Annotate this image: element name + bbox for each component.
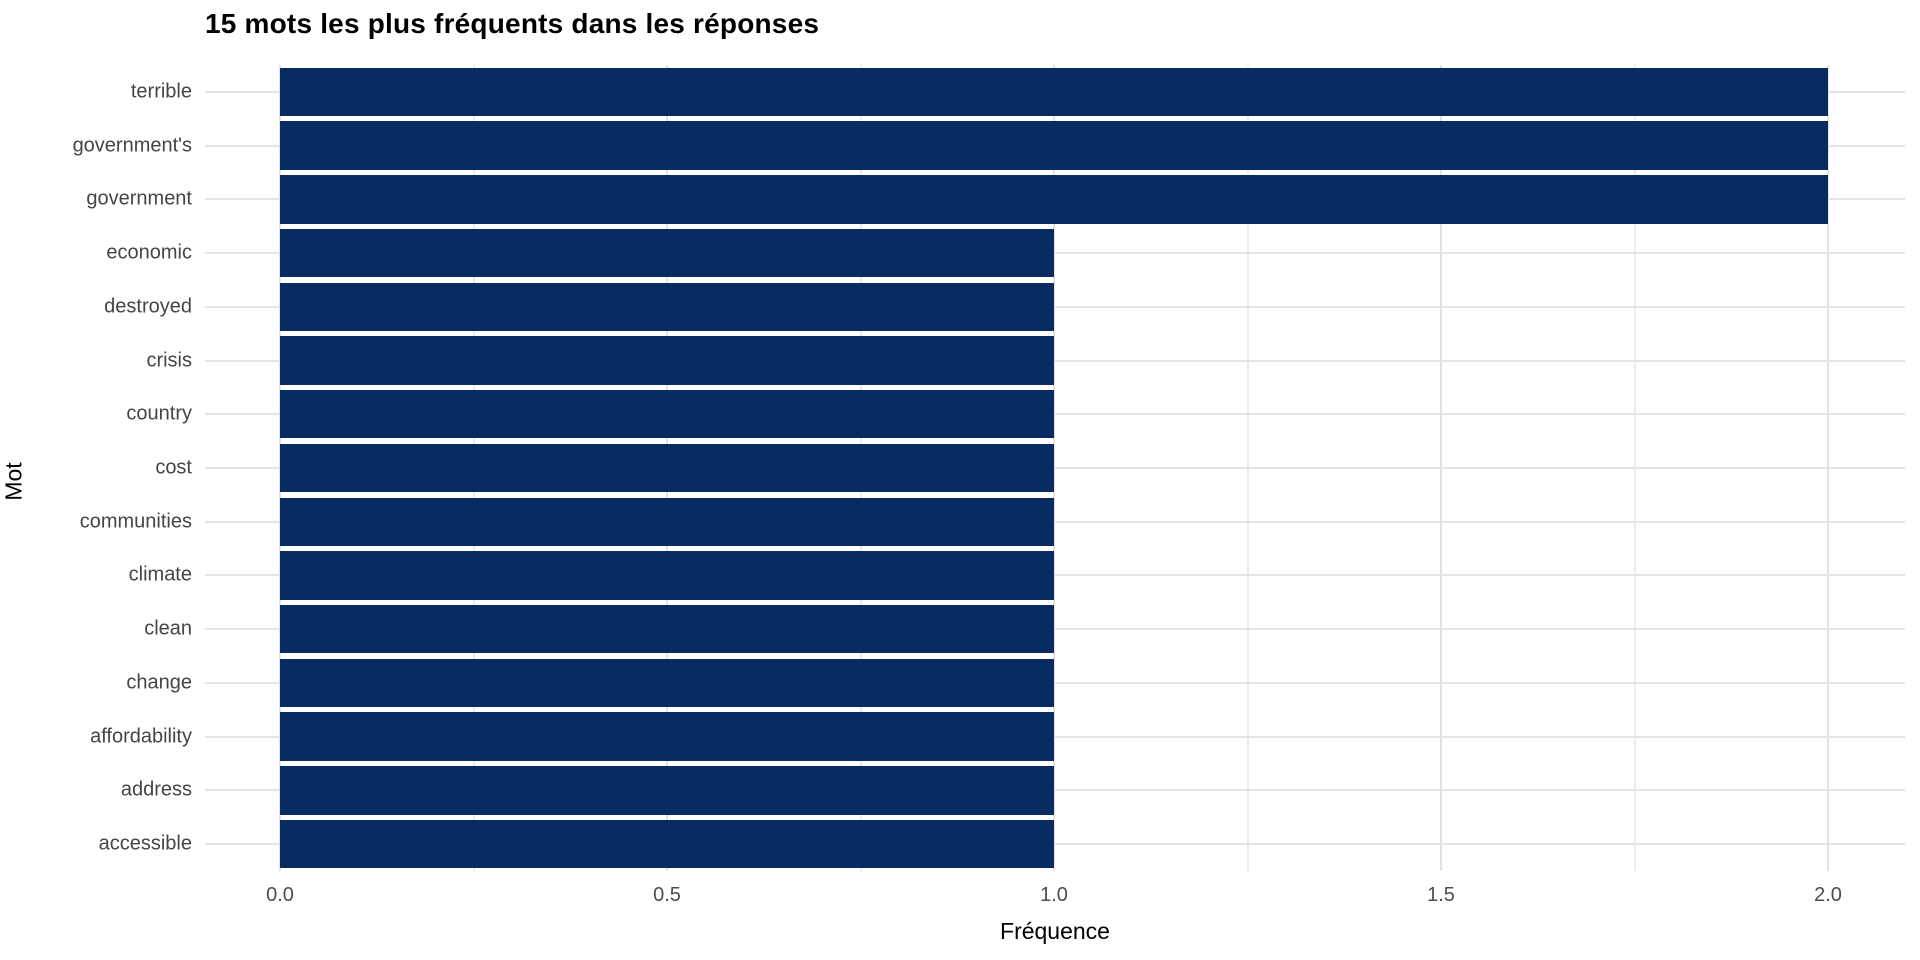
category-label: clean bbox=[144, 617, 192, 640]
gridline-major-y bbox=[205, 789, 1905, 792]
gridline-major-y bbox=[205, 413, 1905, 416]
category-label: country bbox=[126, 402, 192, 425]
bar-affordability bbox=[280, 712, 1054, 761]
gridline-major-y bbox=[205, 681, 1905, 684]
bar-change bbox=[280, 658, 1054, 708]
category-label: affordability bbox=[90, 725, 192, 748]
category-label: destroyed bbox=[104, 295, 192, 318]
bar-economic bbox=[280, 228, 1054, 278]
category-label: address bbox=[120, 778, 192, 801]
bar-climate bbox=[280, 551, 1054, 600]
gridline-major-y bbox=[205, 359, 1905, 362]
category-label: economic bbox=[106, 241, 192, 264]
category-label: crisis bbox=[146, 349, 192, 372]
x-tick-label: 1.0 bbox=[1040, 884, 1068, 906]
bar-cost bbox=[280, 443, 1054, 493]
bar-government-s bbox=[280, 121, 1828, 170]
y-axis-labels: terrible government's government economic de… bbox=[0, 65, 192, 871]
bar-communities bbox=[280, 497, 1054, 546]
bar-clean bbox=[280, 605, 1054, 654]
gridline-major-y bbox=[205, 843, 1905, 846]
bar-accessible bbox=[280, 819, 1054, 869]
gridline-major-y bbox=[205, 520, 1905, 523]
category-label: terrible bbox=[130, 80, 192, 103]
category-label: accessible bbox=[98, 832, 192, 855]
gridline-major-y bbox=[205, 735, 1905, 738]
x-axis-title: Fréquence bbox=[1000, 918, 1110, 944]
x-tick-label: 0.5 bbox=[653, 884, 681, 906]
gridline-major-y bbox=[205, 305, 1905, 308]
x-tick-label: 0.0 bbox=[266, 884, 294, 906]
bar-address bbox=[280, 766, 1054, 815]
category-label: change bbox=[126, 671, 192, 694]
gridline-major-y bbox=[205, 628, 1905, 631]
category-label: government's bbox=[72, 134, 192, 157]
x-tick-label: 2.0 bbox=[1814, 884, 1842, 906]
category-label: cost bbox=[155, 456, 192, 479]
bar-crisis bbox=[280, 336, 1054, 385]
category-label: climate bbox=[128, 563, 192, 586]
x-tick-label: 1.5 bbox=[1427, 884, 1455, 906]
chart-title: 15 mots les plus fréquents dans les répo… bbox=[205, 8, 820, 39]
gridline-major-y bbox=[205, 574, 1905, 577]
gridline-major-y bbox=[205, 467, 1905, 469]
category-label: communities bbox=[79, 510, 192, 533]
bar-terrible bbox=[280, 67, 1828, 117]
bar-destroyed bbox=[280, 282, 1054, 331]
gridline-major-y bbox=[205, 252, 1905, 255]
plot-panel bbox=[205, 65, 1905, 871]
bar-government bbox=[280, 175, 1828, 224]
category-label: government bbox=[86, 187, 192, 210]
x-axis-tick-labels: 0.0 0.5 1.0 1.5 2.0 bbox=[0, 884, 1920, 914]
bar-country bbox=[280, 390, 1054, 439]
